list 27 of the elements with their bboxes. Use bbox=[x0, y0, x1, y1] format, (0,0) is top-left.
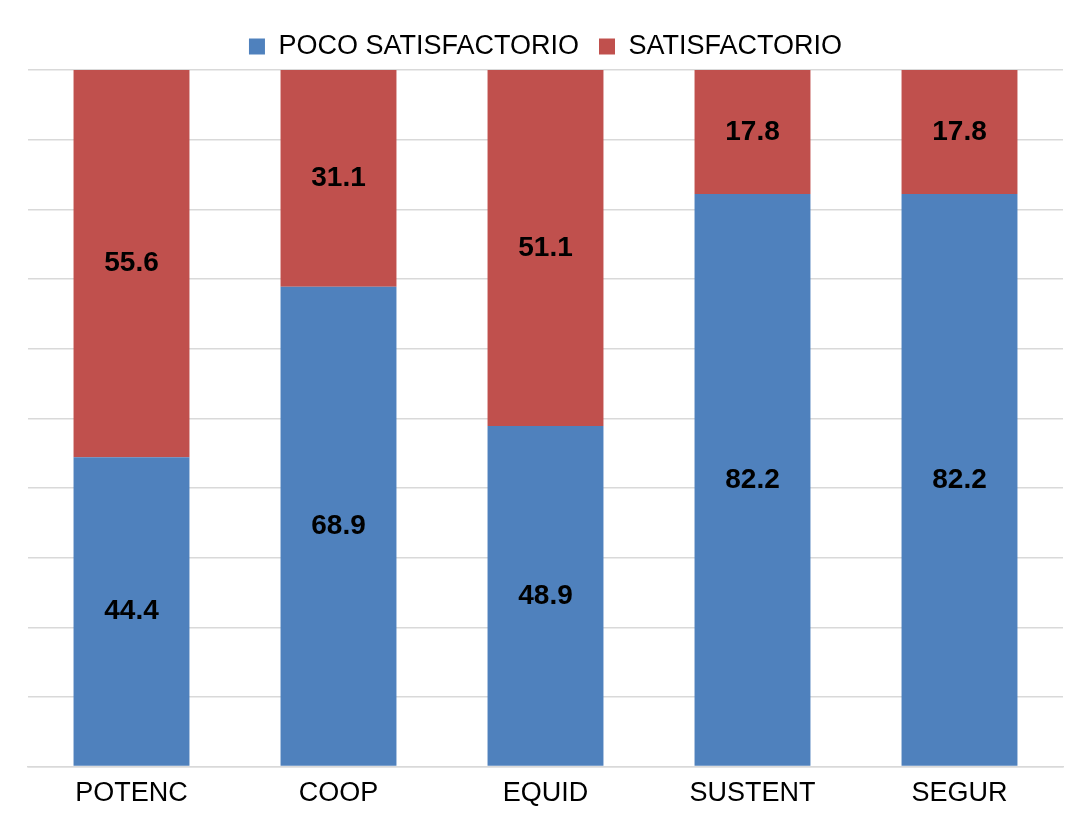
data-label: 44.4 bbox=[104, 594, 160, 626]
bar bbox=[901, 194, 1018, 766]
bar bbox=[901, 70, 1018, 194]
bar bbox=[487, 425, 604, 766]
data-label: 55.6 bbox=[104, 246, 159, 278]
data-label: 82.2 bbox=[725, 462, 780, 494]
x-tick-label: POTENC bbox=[75, 777, 188, 808]
legend-label: POCO SATISFACTORIO bbox=[278, 29, 580, 60]
bar bbox=[73, 457, 190, 766]
bar bbox=[487, 70, 604, 426]
bar bbox=[73, 70, 190, 458]
data-label: 17.8 bbox=[725, 114, 780, 146]
bar bbox=[694, 70, 811, 194]
x-tick-label: EQUID bbox=[502, 777, 589, 808]
data-label: 82.2 bbox=[932, 462, 987, 494]
data-label: 48.9 bbox=[518, 578, 573, 610]
bar bbox=[280, 70, 397, 287]
legend-label: SATISFACTORIO bbox=[628, 29, 843, 60]
bar bbox=[694, 194, 811, 766]
data-label: 31.1 bbox=[311, 161, 366, 193]
data-label: 51.1 bbox=[518, 230, 573, 262]
x-tick-label: COOP bbox=[298, 777, 379, 808]
bar bbox=[280, 286, 397, 766]
x-tick-label: SUSTENT bbox=[689, 777, 816, 808]
data-label: 17.8 bbox=[932, 114, 987, 146]
x-tick-label: SEGUR bbox=[911, 777, 1008, 808]
data-label: 68.9 bbox=[311, 508, 366, 540]
